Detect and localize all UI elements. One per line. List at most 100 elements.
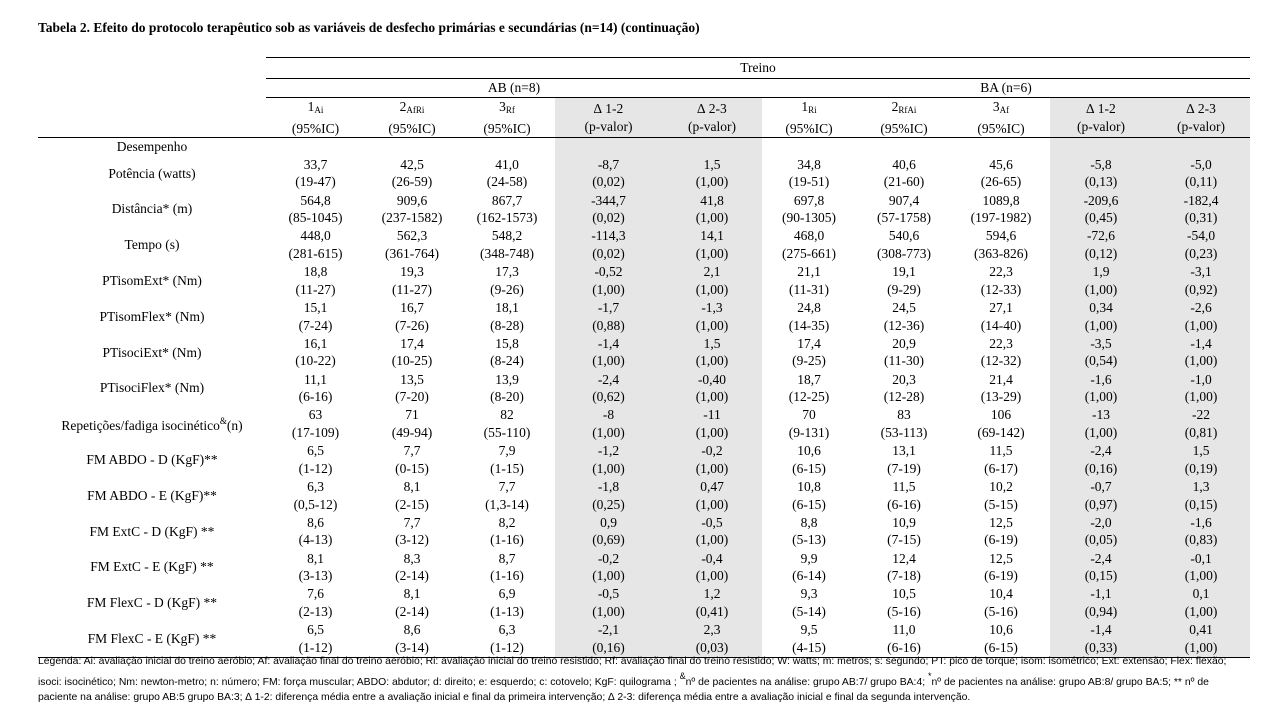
table-cell: -11 (1,00) [662, 406, 762, 442]
table-cell: 10,5 (5-16) [887, 586, 921, 619]
table-cell: 1,2 (0,41) [662, 585, 762, 621]
table-cell: 14,1 (1,00) [662, 227, 762, 263]
table-cell: 7,7 (1,3-14) [485, 479, 529, 512]
table-cell: 0,9 (0,69) [555, 513, 662, 550]
table-cell: 13,5 (7-20) [395, 371, 429, 405]
table-cell: 11,5 (6-16) [887, 479, 921, 512]
table-cell: -1,4 (0,33) [1050, 620, 1152, 658]
table-cell: -8 (1,00) [555, 406, 662, 442]
table-row: FM ExtC - D (KgF) ** 8,6 (4-13) 7,7 (3-12) 8,… [38, 513, 1251, 550]
table-cell: 7,7 (3-12) [395, 514, 429, 548]
table-cell: 6,3 (1-12) [459, 620, 555, 658]
table-cell: 20,9 (11-30) [884, 335, 924, 369]
table-cell: -0,52 (1,00) [555, 262, 662, 299]
table-row: Repetições/fadiga isocinético&(n) 63 (17-1… [38, 406, 1251, 442]
table-cell: 82 (55-110) [483, 407, 531, 440]
column-header: 3Rf (95%IC) [459, 97, 555, 138]
table-cell: -0,2 (1,00) [555, 549, 662, 586]
table-row: Tempo (s) 448,0 (281-615) 562,3 (361-764) 548… [38, 227, 1251, 263]
row-label: FM ABDO - D (KgF)** [86, 452, 218, 468]
table-cell: 7,6 (2-13) [298, 586, 333, 619]
table-cell: -182,4 (0,31) [1152, 191, 1251, 228]
table-cell: 6,5 (1-12) [298, 443, 333, 476]
table-row: Potência (watts) 33,7 (19-47) 42,5 (26-59) 41… [38, 155, 1251, 192]
table-cell: 20,3 (12-28) [883, 371, 925, 405]
table-cell: -8,7 (0,02) [555, 155, 662, 192]
table-cell: 6,3 (0,5-12) [293, 479, 338, 512]
table-cell: 540,6 (308-773) [877, 228, 931, 261]
table-cell: 24,8 (14-35) [788, 300, 830, 333]
table-cell: 18,7 (12-25) [788, 371, 830, 405]
table-cell: -209,6 (0,45) [1050, 191, 1152, 228]
table-cell: 16,1 (10-22) [295, 335, 336, 369]
row-label: FM ExtC - E (KgF) ** [90, 559, 214, 575]
table-cell: -2,1 (0,16) [555, 620, 662, 658]
table-cell: -0,5 (1,00) [662, 513, 762, 550]
results-table: Treino AB (n=8) BA (n=6) 1Ai (95%IC) 2AfRi… [38, 57, 1251, 658]
table-cell: 71 (49-94) [391, 407, 433, 440]
column-header: 2RfAi (95%IC) [856, 97, 952, 138]
table-cell: -0,1 (1,00) [1152, 549, 1251, 586]
table-cell: 8,3 (2-14) [395, 550, 429, 584]
table-cell: 8,6 (3-14) [365, 620, 459, 658]
table-cell: 9,9 (6-14) [792, 550, 826, 584]
table-cell: 8,1 (2-14) [395, 586, 429, 619]
table-cell: 594,6 (363-826) [974, 228, 1028, 261]
column-header: ∆ 1-2 (p-valor) [555, 97, 662, 138]
table-cell: 18,1 (8-28) [490, 300, 524, 333]
table-cell: 1,3 (0,15) [1152, 477, 1251, 514]
legend-sup-2: * [928, 671, 932, 681]
table-cell: 564,8 (85-1045) [288, 192, 343, 226]
table-cell: 0,47 (1,00) [662, 477, 762, 514]
table-cell: 1,5 (1,00) [662, 334, 762, 371]
table-cell: 1,5 (0,19) [1152, 441, 1251, 478]
table-cell: 11,1 (6-16) [298, 371, 333, 405]
section-label: Desempenho [38, 137, 266, 156]
table-cell: -1,6 (0,83) [1152, 513, 1251, 550]
table-cell: -5,8 (0,13) [1050, 155, 1152, 192]
table-cell: 27,1 (14-40) [980, 300, 1022, 333]
table-row: Distância* (m) 564,8 (85-1045) 909,6 (237-15… [38, 191, 1251, 228]
column-header: 1Ai (95%IC) [266, 97, 365, 138]
table-cell: 1,9 (1,00) [1050, 262, 1152, 299]
table-cell: 8,8 (5-13) [792, 514, 826, 548]
table-cell: -1,1 (0,94) [1050, 585, 1152, 621]
table-cell: 8,1 (3-13) [298, 550, 333, 584]
table-row: FM FlexC - D (KgF) ** 7,6 (2-13) 8,1 (2-14) 6… [38, 585, 1251, 621]
table-cell: 8,1 (2-15) [395, 479, 429, 512]
table-cell: 9,3 (5-14) [792, 586, 826, 619]
legend-text-3: nº de pacientes na análise: grupo AB:8/ … [38, 677, 1209, 703]
table-cell: 909,6 (237-1582) [381, 192, 443, 226]
column-header: 2AfRi (95%IC) [365, 97, 459, 138]
table-cell: 10,6 (6-15) [952, 620, 1050, 658]
header-group-ba: BA (n=6) [762, 78, 1251, 98]
table-cell: 15,1 (7-24) [298, 300, 333, 333]
table-cell: 7,9 (1-15) [490, 443, 524, 476]
table-cell: -1,4 (1,00) [555, 334, 662, 371]
row-label: PTisomFlex* (Nm) [99, 308, 205, 324]
table-row: FM ExtC - E (KgF) ** 8,1 (3-13) 8,3 (2-14) 8,… [38, 549, 1251, 586]
legend-text-2: nº de pacientes na análise: grupo AB:7/ … [685, 677, 928, 688]
table-cell: 12,5 (6-19) [984, 550, 1018, 584]
table-cell: -1,2 (1,00) [555, 441, 662, 478]
table-cell: -0,7 (0,97) [1050, 477, 1152, 514]
table-cell: 468,0 (275-661) [782, 228, 836, 261]
table-cell: -2,6 (1,00) [1152, 298, 1251, 335]
row-label: Tempo (s) [124, 237, 180, 253]
row-label: PTisomExt* (Nm) [102, 273, 202, 289]
table-cell: 21,1 (11-31) [789, 264, 829, 297]
table-cell: 7,7 (0-15) [395, 443, 429, 476]
table-cell: 70 (9-131) [788, 407, 830, 440]
table-cell: -13 (1,00) [1050, 406, 1152, 442]
table-cell: 63 (17-109) [291, 407, 340, 440]
table-cell: 12,5 (6-19) [984, 514, 1018, 548]
table-cell: -1,4 (1,00) [1152, 334, 1251, 371]
row-label: PTisociExt* (Nm) [102, 344, 202, 360]
table-cell: -1,0 (1,00) [1152, 370, 1251, 407]
table-cell: -54,0 (0,23) [1152, 227, 1251, 263]
table-cell: 11,5 (6-17) [984, 443, 1018, 476]
table-cell: 6,5 (1-12) [266, 620, 365, 658]
table-cell: 41,0 (24-58) [486, 156, 528, 190]
table-cell: 11,0 (6-16) [856, 620, 952, 658]
table-cell: 10,4 (5-16) [984, 586, 1018, 619]
